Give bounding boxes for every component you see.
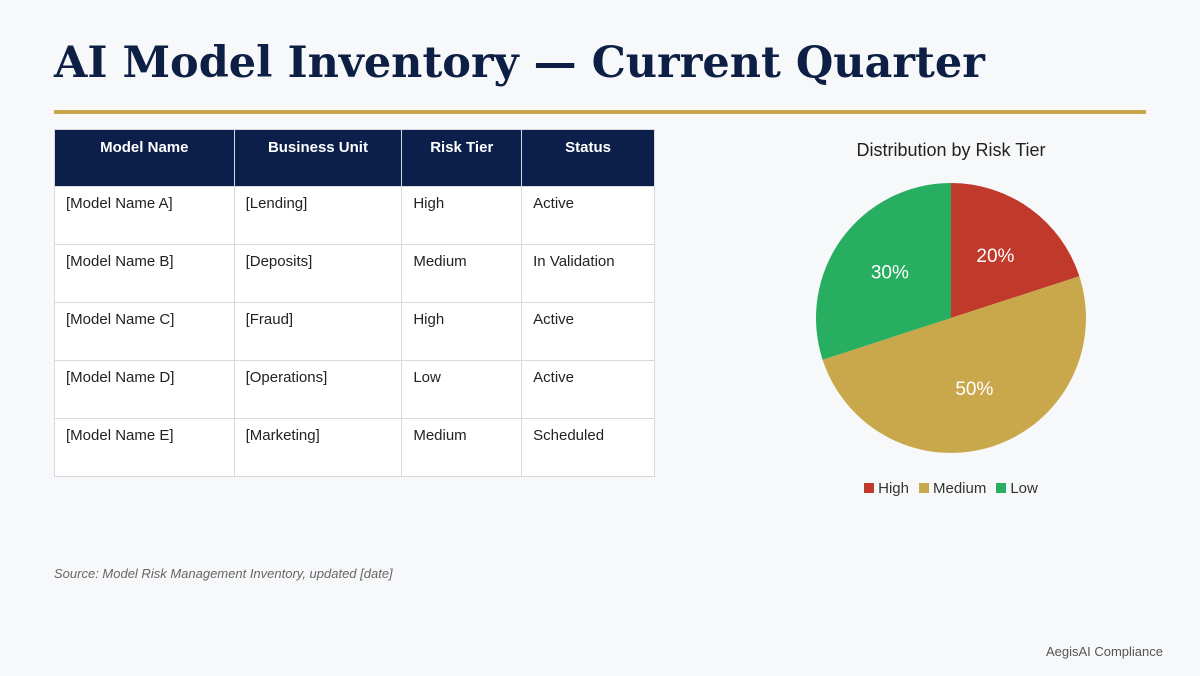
- legend-label: High: [878, 480, 909, 497]
- table-row: [Model Name C] [Fraud] High Active: [54, 302, 655, 361]
- legend-swatch: [996, 483, 1007, 493]
- column-header: Status: [521, 129, 655, 187]
- legend-label: Medium: [932, 480, 987, 497]
- table-cell: [Deposits]: [233, 244, 403, 303]
- legend: High Medium Low: [760, 480, 1142, 497]
- table-cell: Scheduled: [521, 418, 655, 477]
- table-cell: High: [401, 186, 523, 245]
- legend-label: Low: [1010, 480, 1038, 497]
- title-rule: [54, 110, 1146, 114]
- table-cell: Low: [401, 360, 523, 419]
- table-cell: [Operations]: [233, 360, 403, 419]
- table-cell: High: [401, 302, 523, 361]
- legend-item: Medium: [918, 480, 987, 497]
- table-cell: Active: [521, 186, 655, 245]
- footer: AegisAI Compliance: [1045, 644, 1163, 659]
- table-cell: Active: [521, 360, 655, 419]
- legend-item: Low: [996, 480, 1038, 497]
- table-cell: Active: [521, 302, 655, 361]
- column-header: Model Name: [54, 129, 235, 187]
- column-header: Risk Tier: [401, 129, 523, 187]
- chart-title: Distribution by Risk Tier: [856, 140, 1045, 160]
- table-row: [Model Name E] [Marketing] Medium Scheduled: [54, 418, 655, 477]
- column-header: Business Unit: [233, 129, 403, 187]
- legend-item: High: [864, 480, 909, 497]
- table-cell: [Model Name D]: [54, 360, 235, 419]
- slice-label: 50%: [955, 379, 993, 400]
- table-row: [Model Name A] [Lending] High Active: [54, 186, 655, 245]
- slice-label: 20%: [976, 246, 1014, 267]
- table-row: [Model Name B] [Deposits] Medium In Validat…: [54, 244, 655, 303]
- table-cell: [Fraud]: [233, 302, 403, 361]
- table-cell: Medium: [401, 418, 523, 477]
- table-cell: In Validation: [521, 244, 655, 303]
- header-row: Model Name Business Unit Risk Tier Status: [54, 129, 655, 187]
- table-cell: [Model Name A]: [54, 186, 235, 245]
- table-cell: [Model Name E]: [54, 418, 235, 477]
- table-cell: [Model Name B]: [54, 244, 235, 303]
- table-cell: [Marketing]: [233, 418, 403, 477]
- pie-slice: [822, 276, 1086, 453]
- slice-label: 30%: [871, 263, 909, 284]
- pie-slice: [951, 183, 1080, 318]
- inventory-table: Model Name Business Unit Risk Tier Status […: [54, 129, 655, 477]
- legend-swatch: [864, 483, 875, 493]
- slide-title: AI Model Inventory — Current Quarter: [54, 38, 985, 88]
- table-cell: [Lending]: [233, 186, 403, 245]
- source-note: Source: Model Risk Management Inventory,…: [54, 566, 393, 581]
- pie-chart: Distribution by Risk Tier 20% 50% 30%: [816, 140, 1086, 453]
- table-cell: Medium: [401, 244, 523, 303]
- legend-swatch: [918, 483, 929, 493]
- pie-slice: [816, 183, 951, 360]
- table-row: [Model Name D] [Operations] Low Active: [54, 360, 655, 419]
- table-cell: [Model Name C]: [54, 302, 235, 361]
